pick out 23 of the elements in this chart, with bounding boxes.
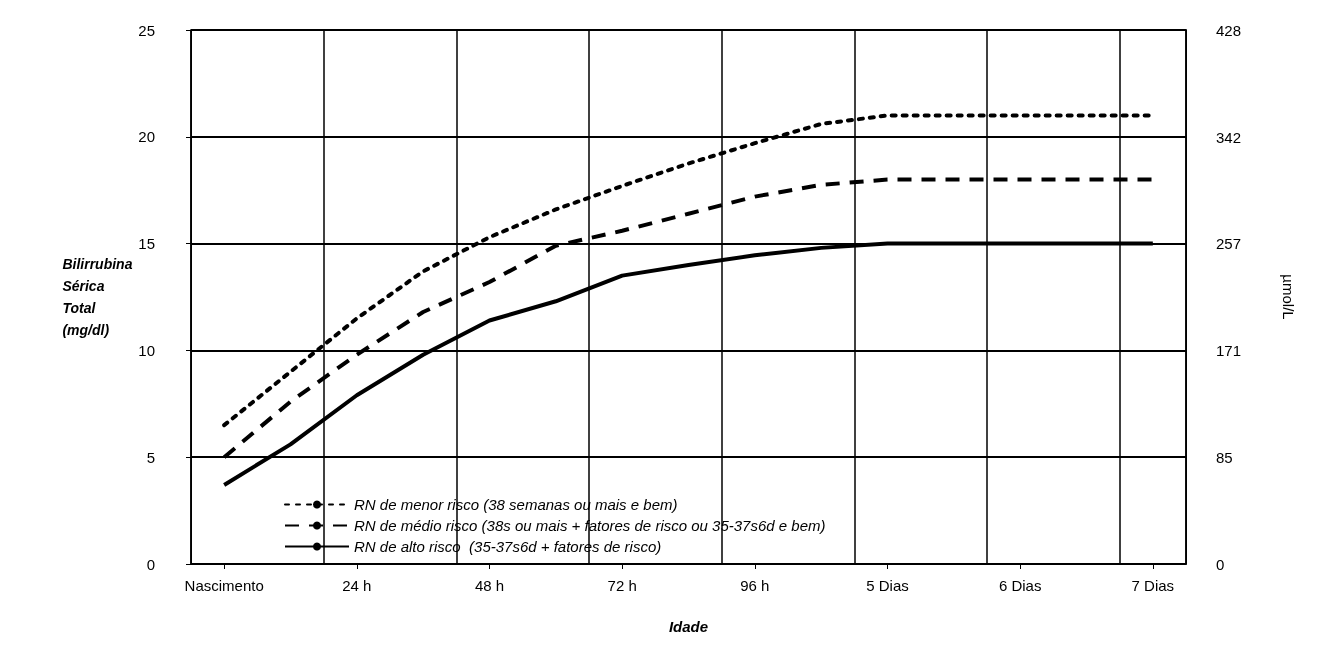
x-tick-label: 24 h xyxy=(342,577,372,594)
x-tick-label: Nascimento xyxy=(184,577,264,594)
y2-tick-label: 85 xyxy=(1216,449,1233,467)
y2-tick-label: 428 xyxy=(1216,21,1242,39)
x-tick-label: 5 Dias xyxy=(866,577,909,594)
x-tick-label: 72 h xyxy=(607,577,637,594)
x-tick-label: 7 Dias xyxy=(1131,577,1175,594)
y-tick-label: 20 xyxy=(138,128,155,146)
x-tick-label: 48 h xyxy=(474,577,505,594)
y-tick-label: 25 xyxy=(138,21,155,39)
y-tick-label: 5 xyxy=(146,448,155,466)
x-tick-label: 6 Dias xyxy=(998,577,1042,594)
y2-tick-label: 0 xyxy=(1216,555,1225,573)
y-axis-title: Bilirrubina Sérica Total (mg/dl) xyxy=(62,256,133,338)
x-tick-label: 96 h xyxy=(740,577,770,594)
y2-axis-title: µmol/L xyxy=(1280,274,1297,320)
y-tick-label: 15 xyxy=(138,235,155,253)
y2-tick-label: 257 xyxy=(1216,234,1242,252)
y-tick-label: 10 xyxy=(138,341,155,359)
y2-tick-label: 342 xyxy=(1216,128,1242,146)
y-tick-label: 0 xyxy=(146,555,155,573)
y2-tick-label: 171 xyxy=(1216,342,1242,360)
x-axis-title: Idade xyxy=(668,618,709,635)
